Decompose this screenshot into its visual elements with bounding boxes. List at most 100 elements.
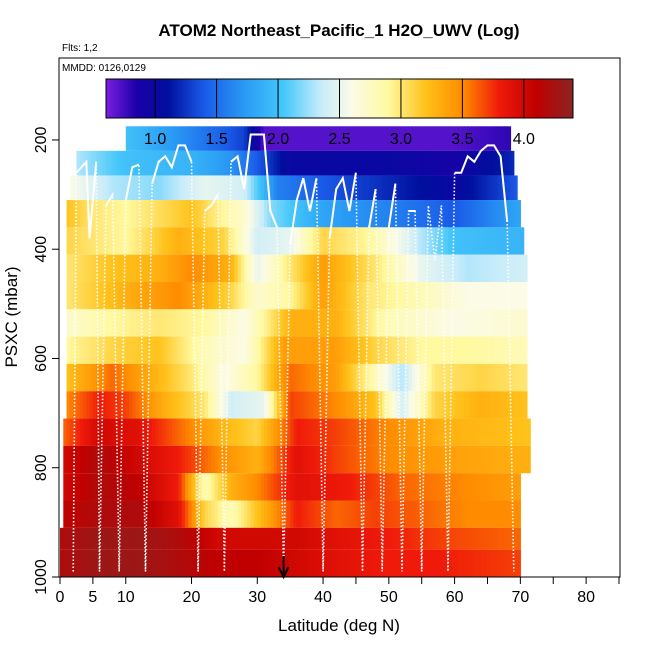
heatmap-cell xyxy=(296,527,301,550)
heatmap-cell xyxy=(240,549,245,577)
heatmap-cell xyxy=(513,500,518,528)
heatmap-cell xyxy=(135,549,140,577)
heatmap-cell xyxy=(214,200,219,228)
heatmap-cell xyxy=(109,363,114,392)
heatmap-cell xyxy=(421,227,426,255)
heatmap-cell xyxy=(385,336,390,364)
heatmap-cell xyxy=(405,336,410,364)
heatmap-cell xyxy=(161,336,166,364)
heatmap-cell xyxy=(408,445,413,474)
heatmap-cell xyxy=(467,336,472,364)
heatmap-cell xyxy=(484,281,489,310)
heatmap-cell xyxy=(250,200,255,228)
heatmap-cell xyxy=(230,175,235,201)
heatmap-cell xyxy=(471,309,475,337)
heatmap-cell xyxy=(260,227,265,255)
heatmap-cell xyxy=(83,281,87,310)
heatmap-cell xyxy=(411,527,416,550)
heatmap-cell xyxy=(300,391,304,419)
heatmap-cell xyxy=(277,254,281,282)
heatmap-cell xyxy=(448,175,452,201)
heatmap-cell xyxy=(484,391,489,419)
heatmap-cell xyxy=(155,445,160,474)
heatmap-cell xyxy=(352,445,357,474)
heatmap-cell xyxy=(523,254,528,282)
heatmap-cell xyxy=(263,549,268,577)
heatmap-cell xyxy=(369,281,373,310)
heatmap-cell xyxy=(369,391,373,419)
heatmap-cell xyxy=(168,254,173,282)
heatmap-cell xyxy=(263,336,268,364)
heatmap-cell xyxy=(109,200,114,228)
heatmap-cell xyxy=(441,527,446,550)
heatmap-cell xyxy=(247,200,252,228)
heatmap-cell xyxy=(464,150,469,176)
heatmap-cell xyxy=(513,473,518,501)
heatmap-cell xyxy=(99,527,104,550)
heatmap-cell xyxy=(270,445,275,474)
heatmap-cell xyxy=(365,500,370,528)
heatmap-cell xyxy=(461,309,466,337)
heatmap-cell xyxy=(359,309,364,337)
heatmap-cell xyxy=(418,418,423,446)
heatmap-cell xyxy=(352,175,357,201)
heatmap-cell xyxy=(296,227,301,255)
heatmap-cell xyxy=(161,254,166,282)
heatmap-cell xyxy=(204,126,209,151)
heatmap-cell xyxy=(355,336,360,364)
heatmap-cell xyxy=(346,445,350,474)
heatmap-cell xyxy=(158,500,163,528)
heatmap-cell xyxy=(372,126,377,151)
heatmap-cell xyxy=(424,150,429,176)
heatmap-cell xyxy=(188,500,193,528)
heatmap-cell xyxy=(378,227,383,255)
heatmap-cell xyxy=(434,500,439,528)
heatmap-cell xyxy=(152,281,156,310)
heatmap-cell xyxy=(257,473,262,501)
heatmap-cell xyxy=(293,549,298,577)
heatmap-cell xyxy=(290,309,295,337)
heatmap-cell xyxy=(76,527,81,550)
heatmap-cell xyxy=(66,227,71,255)
heatmap-cell xyxy=(392,227,396,255)
heatmap-cell xyxy=(477,500,482,528)
heatmap-cell xyxy=(441,418,446,446)
heatmap-cell xyxy=(188,549,193,577)
heatmap-cell xyxy=(277,527,281,550)
heatmap-cell xyxy=(451,336,456,364)
heatmap-cell xyxy=(293,150,298,176)
heatmap-cell xyxy=(247,309,252,337)
heatmap-cell xyxy=(217,500,222,528)
heatmap-cell xyxy=(520,281,525,310)
heatmap-cell xyxy=(474,391,479,419)
heatmap-cell xyxy=(102,150,107,176)
heatmap-cell xyxy=(73,473,78,501)
heatmap-cell xyxy=(316,336,321,364)
heatmap-cell xyxy=(230,418,235,446)
heatmap-cell xyxy=(474,473,479,501)
heatmap-cell xyxy=(129,254,133,282)
heatmap-cell xyxy=(211,500,216,528)
heatmap-cell xyxy=(254,309,258,337)
heatmap-cell xyxy=(398,200,403,228)
heatmap-cell xyxy=(76,445,81,474)
heatmap-cell xyxy=(513,281,518,310)
heatmap-cell xyxy=(96,281,101,310)
heatmap-cell xyxy=(300,473,304,501)
heatmap-cell xyxy=(342,336,347,364)
heatmap-cell xyxy=(244,418,249,446)
heatmap-cell xyxy=(155,549,160,577)
heatmap-cell xyxy=(388,175,393,201)
heatmap-cell xyxy=(135,254,140,282)
heatmap-cell xyxy=(257,445,262,474)
heatmap-cell xyxy=(323,549,327,577)
heatmap-cell xyxy=(125,254,130,282)
heatmap-cell xyxy=(349,281,354,310)
heatmap-cell xyxy=(494,527,498,550)
heatmap-cell xyxy=(247,445,252,474)
heatmap-cell xyxy=(411,126,416,151)
heatmap-cell xyxy=(382,527,387,550)
heatmap-cell xyxy=(184,549,189,577)
heatmap-cell xyxy=(254,391,258,419)
heatmap-cell xyxy=(99,254,104,282)
